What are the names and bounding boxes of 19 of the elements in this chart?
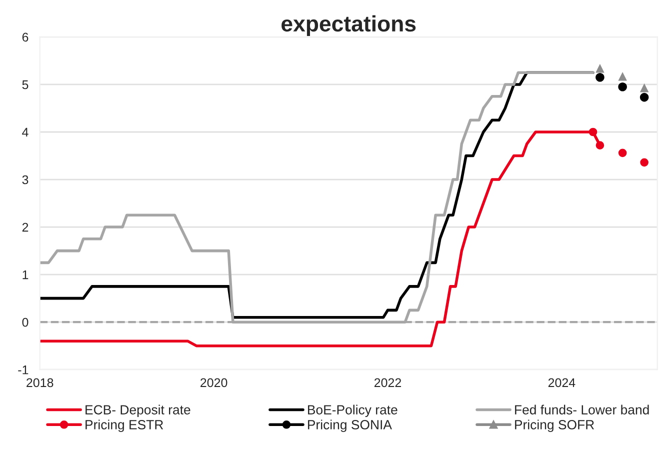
y-tick-label: 6 — [22, 32, 28, 42]
legend-label: ECB- Deposit rate — [86, 404, 190, 418]
legend-label: Fed funds- Lower band — [515, 404, 649, 414]
y-tick-label: 5 — [22, 80, 28, 90]
y-tick-label: 0 — [22, 318, 28, 327]
x-tick-label: 2018 — [26, 378, 54, 388]
x-tick-label: 2022 — [374, 378, 402, 388]
y-tick-label: 2 — [22, 222, 28, 232]
y-tick-label: 4 — [22, 128, 28, 137]
legend-label: Pricing SONIA — [308, 420, 392, 432]
legend-label: Pricing SOFR — [515, 420, 594, 432]
legend-label: BoE-Policy rate — [308, 404, 398, 418]
y-tick-label: 3 — [22, 175, 28, 184]
legend-label: Pricing ESTR — [86, 420, 164, 432]
y-tick-label: -1 — [18, 366, 28, 374]
chart-title: expectations — [282, 15, 416, 36]
x-tick-label: 2024 — [548, 378, 576, 388]
y-tick-label: 1 — [22, 270, 28, 280]
x-tick-label: 2020 — [200, 378, 228, 388]
